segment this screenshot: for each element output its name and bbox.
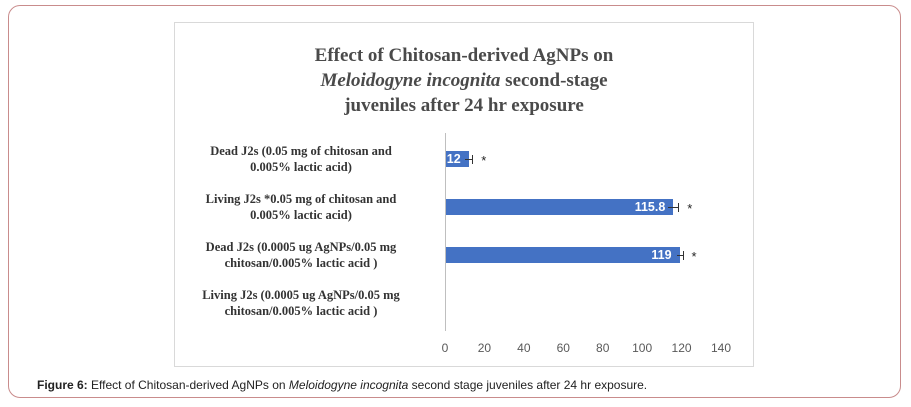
significance-star: *: [691, 249, 697, 264]
x-tick-label: 60: [556, 341, 570, 355]
bar-value-label: 12: [446, 152, 461, 166]
x-tick-label: 0: [441, 341, 449, 355]
chart-frame: Effect of Chitosan-derived AgNPs on Melo…: [174, 22, 754, 367]
x-tick-label: 40: [517, 341, 531, 355]
bar: [446, 247, 680, 263]
caption-label: Figure 6:: [37, 378, 88, 392]
error-bar-cap: [682, 251, 684, 260]
category-label-line: Dead J2s (0.0005 ug AgNPs/0.05 mg: [205, 240, 397, 254]
error-bar: [668, 207, 679, 208]
category-label-line: Dead J2s (0.05 mg of chitosan and: [210, 144, 392, 158]
category-label: Dead J2s (0.0005 ug AgNPs/0.05 mg chitosa…: [181, 239, 421, 271]
x-tick-label: 120: [671, 341, 692, 355]
caption-text-before: Effect of Chitosan-derived AgNPs on: [87, 378, 289, 392]
figure-card: Effect of Chitosan-derived AgNPs on Melo…: [8, 5, 901, 398]
category-label: Living J2s (0.0005 ug AgNPs/0.05 mg chito…: [181, 287, 421, 319]
category-label-line: 0.005% lactic acid): [250, 208, 352, 222]
bar: [446, 151, 469, 167]
category-label-line: chitosan/0.005% lactic acid ): [224, 304, 378, 318]
chart-title: Effect of Chitosan-derived AgNPs on Melo…: [175, 43, 753, 118]
y-axis-line: [445, 133, 446, 331]
error-bar: [465, 159, 473, 160]
caption-text-after: second stage juveniles after 24 hr expos…: [408, 378, 648, 392]
category-label-line: 0.005% lactic acid): [250, 160, 352, 174]
x-tick-label: 80: [596, 341, 610, 355]
bar-value-label: 115.8: [634, 200, 666, 214]
chart-title-line-1: Effect of Chitosan-derived AgNPs on: [314, 45, 614, 66]
error-bar: [676, 255, 683, 256]
caption-species: Meloidogyne incognita: [288, 378, 409, 392]
bar: [446, 199, 674, 215]
figure-caption: Figure 6: Effect of Chitosan-derived AgN…: [37, 378, 647, 392]
x-tick-label: 140: [710, 341, 732, 355]
significance-star: *: [481, 153, 487, 168]
chart-title-species: Meloidogyne incognita: [320, 70, 501, 91]
category-label: Living J2s *0.05 mg of chitosan and 0.005…: [181, 191, 421, 223]
significance-star: *: [687, 201, 693, 216]
bar-value-label: 119: [651, 248, 672, 262]
chart-title-line-2-rest: second-stage: [500, 70, 608, 91]
category-label-line: Living J2s (0.0005 ug AgNPs/0.05 mg: [202, 288, 400, 302]
chart-title-line-2: Meloidogyne incognita second-stage: [175, 68, 753, 93]
error-bar-cap: [678, 203, 680, 212]
category-label-line: Living J2s *0.05 mg of chitosan and: [205, 192, 397, 206]
category-label: Dead J2s (0.05 mg of chitosan and 0.005% …: [181, 143, 421, 175]
x-tick-label: 100: [632, 341, 653, 355]
x-tick-label: 20: [477, 341, 492, 355]
chart-title-line-3: juveniles after 24 hr exposure: [344, 95, 584, 116]
error-bar-cap: [472, 155, 474, 164]
category-label-line: chitosan/0.005% lactic acid ): [224, 256, 378, 270]
